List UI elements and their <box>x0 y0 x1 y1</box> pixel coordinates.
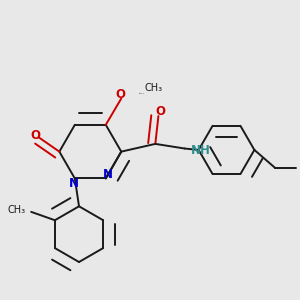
Text: methoxy: methoxy <box>136 90 142 91</box>
Text: N: N <box>102 168 112 181</box>
Text: O: O <box>30 129 40 142</box>
Text: CH₃: CH₃ <box>145 83 163 93</box>
Text: NH: NH <box>190 144 211 157</box>
Text: CH₃: CH₃ <box>7 205 25 215</box>
Text: N: N <box>69 177 79 190</box>
Text: methoxy: methoxy <box>139 93 146 94</box>
Text: O: O <box>155 105 165 118</box>
Text: O: O <box>115 88 125 101</box>
